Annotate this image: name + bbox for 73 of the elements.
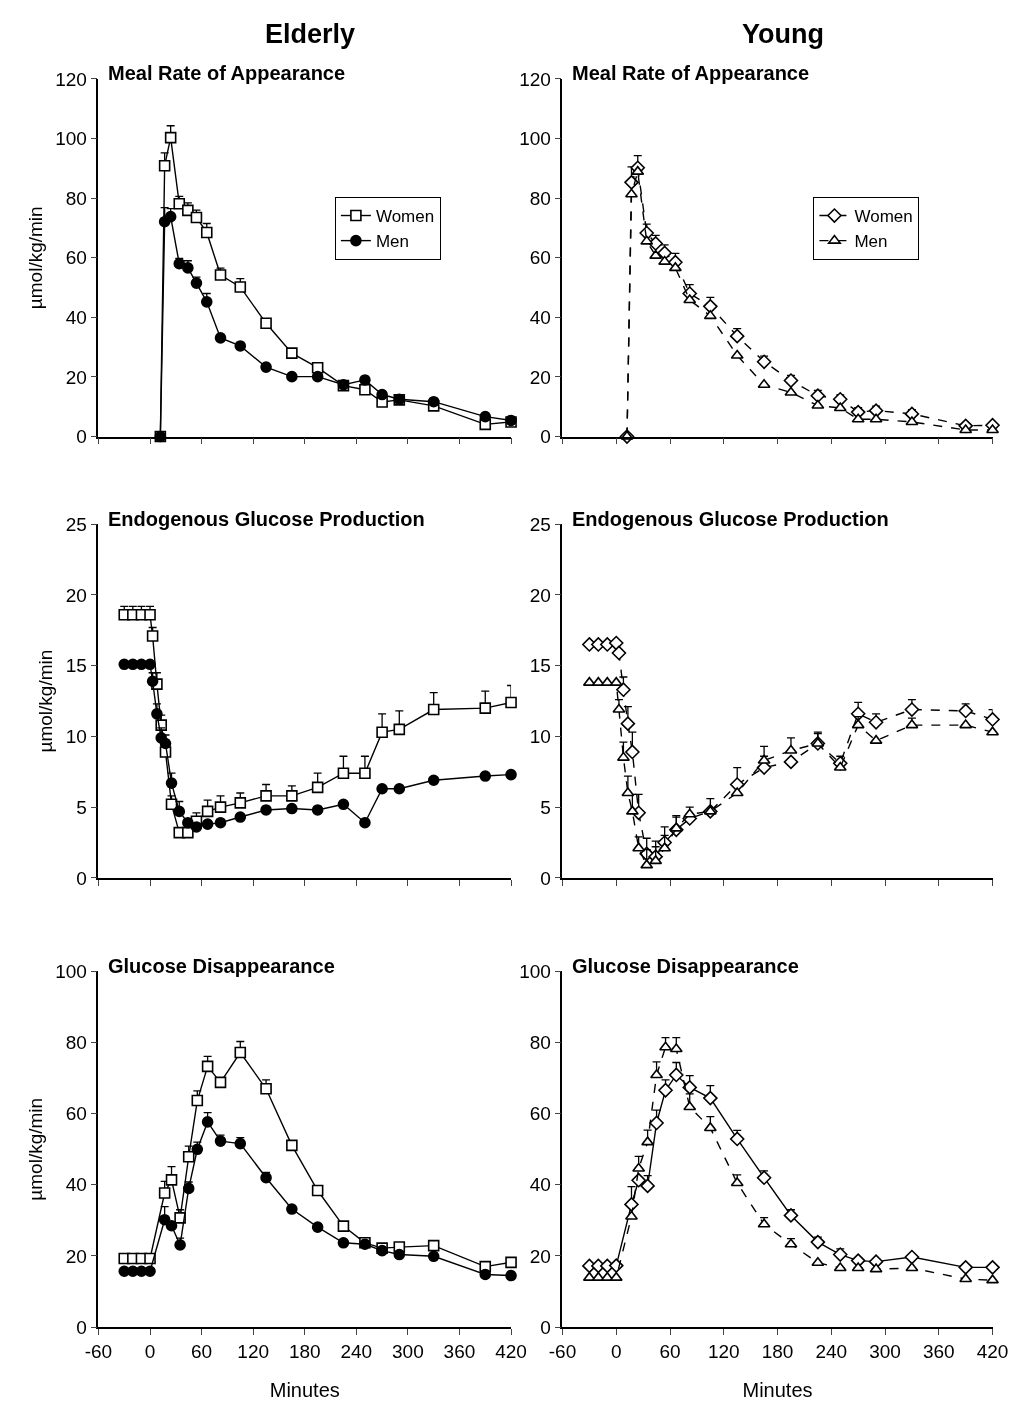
y-axis-title: µmol/kg/min: [24, 1097, 46, 1201]
y-tick-label: 80: [65, 187, 87, 209]
y-tick-label: 10: [65, 726, 87, 748]
y-tick-label: 10: [529, 726, 551, 748]
y-tick-label: 20: [529, 1245, 551, 1267]
y-tick-label: 0: [540, 867, 551, 889]
x-tick-label: -60: [548, 1340, 577, 1362]
y-tick-label: 0: [76, 1316, 87, 1338]
y-tick-label: 60: [529, 247, 551, 269]
x-tick-label: 420: [495, 1340, 527, 1362]
x-tick-label: -60: [84, 1340, 113, 1362]
y-tick-label: 20: [65, 584, 87, 606]
y-tick-label: 40: [65, 307, 87, 329]
y-tick-label: 25: [529, 513, 551, 535]
y-tick-label: 60: [529, 1103, 551, 1125]
y-tick-label: 20: [529, 584, 551, 606]
y-tick-label: 80: [529, 187, 551, 209]
y-tick-label: 80: [65, 1032, 87, 1054]
y-tick-label: 20: [65, 366, 87, 388]
y-tick-label: 100: [55, 128, 87, 150]
chart-title: Meal Rate of Appearance: [108, 62, 346, 84]
y-tick-label: 15: [529, 655, 551, 677]
y-tick-label: 120: [519, 68, 551, 90]
x-tick-label: 0: [610, 1340, 622, 1362]
legend-label: Women: [375, 207, 435, 227]
x-tick-label: 120: [237, 1340, 270, 1362]
y-tick-label: 100: [519, 128, 551, 150]
chart-title: Endogenous Glucose Production: [572, 508, 889, 530]
y-tick-label: 0: [540, 426, 551, 448]
legend-label: Men: [854, 232, 888, 252]
x-tick-label: 180: [761, 1340, 794, 1362]
x-tick-label: 60: [659, 1340, 681, 1362]
y-tick-label: 80: [529, 1032, 551, 1054]
x-tick-label: 300: [392, 1340, 424, 1362]
x-tick-label: 420: [976, 1340, 1009, 1362]
x-axis-title: Minutes: [269, 1378, 340, 1401]
x-tick-label: 300: [869, 1340, 901, 1362]
y-tick-label: 100: [519, 961, 551, 983]
y-axis-title: µmol/kg/min: [35, 649, 57, 753]
text: Young: [742, 19, 824, 49]
y-tick-label: 0: [76, 426, 87, 448]
y-tick-label: 120: [55, 68, 87, 90]
x-tick-label: 0: [144, 1340, 156, 1362]
y-tick-label: 5: [76, 796, 87, 818]
y-tick-label: 20: [65, 1245, 87, 1267]
y-tick-label: 0: [540, 1316, 551, 1338]
chart-title: Meal Rate of Appearance: [572, 62, 810, 84]
x-tick-label: 360: [443, 1340, 476, 1362]
x-tick-label: 60: [191, 1340, 213, 1362]
chart-title: Glucose Disappearance: [108, 955, 335, 977]
x-tick-label: 120: [707, 1340, 740, 1362]
chart-title: Glucose Disappearance: [572, 955, 799, 977]
x-tick-label: 240: [340, 1340, 373, 1362]
legend-label: Women: [854, 207, 913, 227]
y-tick-label: 20: [529, 366, 551, 388]
x-tick-label: 240: [815, 1340, 848, 1362]
y-tick-label: 15: [65, 655, 87, 677]
y-tick-label: 60: [65, 247, 87, 269]
x-axis-title: Minutes: [742, 1378, 813, 1401]
y-tick-label: 100: [55, 961, 87, 983]
x-tick-label: 180: [288, 1340, 321, 1362]
y-tick-label: 60: [65, 1103, 87, 1125]
y-tick-label: 25: [65, 513, 87, 535]
y-tick-label: 0: [76, 867, 87, 889]
y-tick-label: 5: [540, 796, 551, 818]
y-tick-label: 40: [529, 307, 551, 329]
chart-title: Endogenous Glucose Production: [108, 508, 425, 530]
y-axis-title: µmol/kg/min: [24, 206, 46, 310]
y-tick-label: 40: [529, 1174, 551, 1196]
x-tick-label: 360: [922, 1340, 955, 1362]
text: Elderly: [265, 19, 356, 49]
y-tick-label: 40: [65, 1174, 87, 1196]
legend-label: Men: [375, 232, 409, 252]
